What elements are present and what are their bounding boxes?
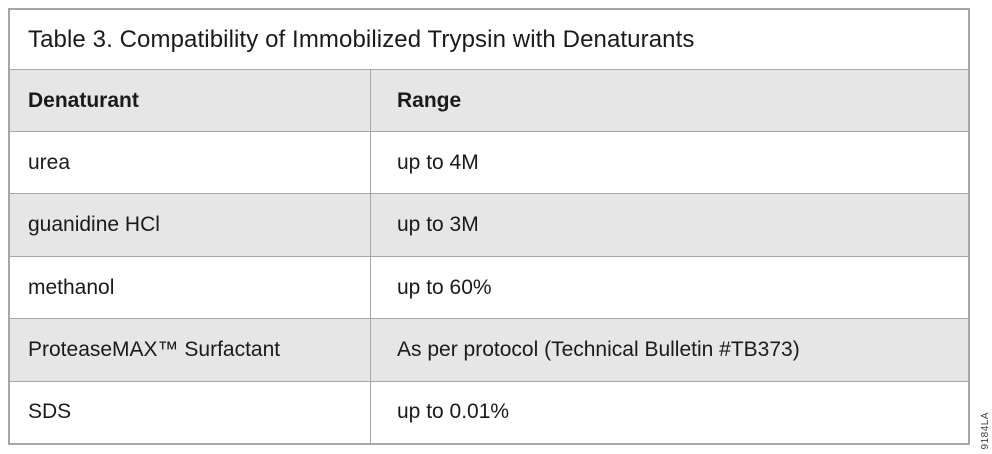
table-row: guanidine HCl up to 3M (10, 193, 968, 256)
cell-range: up to 3M (397, 213, 479, 237)
column-header-denaturant: Denaturant (10, 70, 371, 131)
cell-denaturant: methanol (10, 256, 371, 319)
cell-range: up to 0.01% (397, 400, 510, 424)
cell-range: up to 60% (397, 275, 492, 299)
compatibility-table: Table 3. Compatibility of Immobilized Tr… (8, 8, 970, 445)
column-header-range: Range (397, 88, 462, 112)
cell-denaturant: ProteaseMAX™ Surfactant (10, 319, 371, 381)
table-title-row: Table 3. Compatibility of Immobilized Tr… (10, 10, 968, 69)
table-row: methanol up to 60% (10, 255, 968, 319)
table-row: ProteaseMAX™ Surfactant As per protocol … (10, 318, 968, 381)
cell-denaturant: urea (10, 132, 371, 194)
cell-denaturant: SDS (10, 381, 371, 444)
table-row: urea up to 4M (10, 131, 968, 194)
cell-range: up to 4M (397, 150, 479, 174)
cell-range: As per protocol (Technical Bulletin #TB3… (397, 337, 800, 361)
table-title: Table 3. Compatibility of Immobilized Tr… (28, 25, 695, 53)
table-header-row: Denaturant Range (10, 69, 968, 131)
artwork-code: 9184LA (980, 411, 991, 449)
table-row: SDS up to 0.01% (10, 380, 968, 444)
cell-denaturant: guanidine HCl (10, 194, 371, 256)
